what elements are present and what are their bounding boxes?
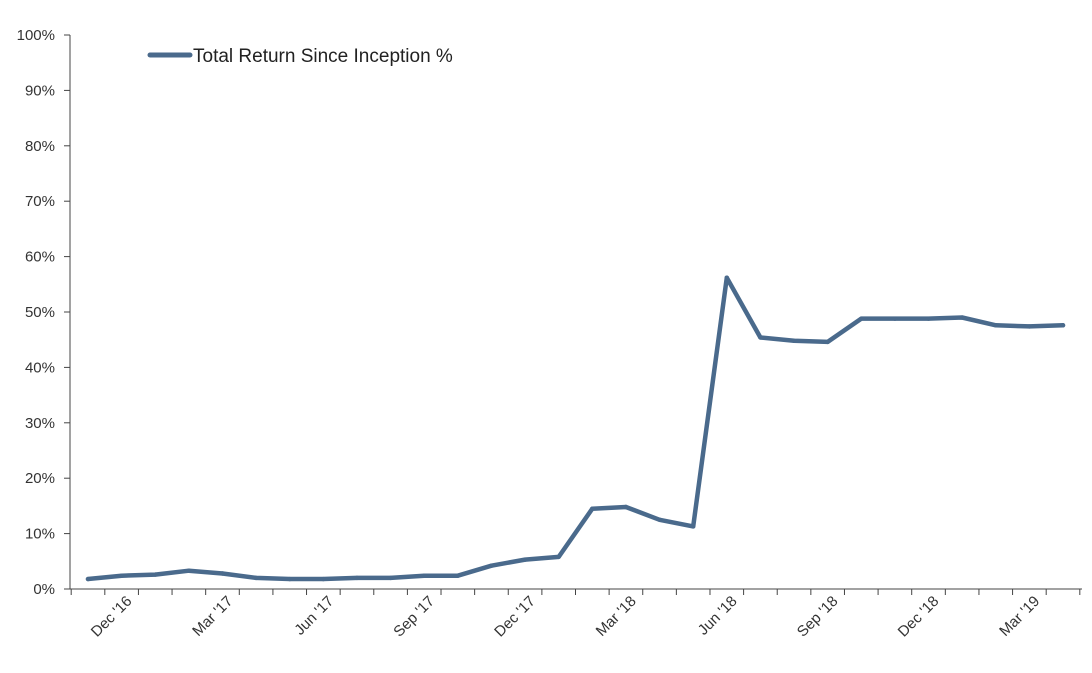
data-point <box>455 573 461 578</box>
data-point <box>993 323 998 328</box>
y-tick-label: 60% <box>25 249 55 266</box>
data-point <box>388 575 393 581</box>
data-point <box>758 335 763 340</box>
data-point <box>825 339 830 345</box>
data-point <box>153 572 158 577</box>
data-point <box>186 568 192 573</box>
x-tick-label: Mar '19 <box>996 593 1043 640</box>
data-point <box>859 316 864 321</box>
data-point <box>119 573 124 578</box>
data-point <box>590 506 595 511</box>
x-tick-label: Dec '17 <box>491 593 539 641</box>
data-point <box>1027 324 1032 329</box>
data-point <box>253 575 259 581</box>
data-point <box>489 563 494 568</box>
x-tick-label: Sep '18 <box>794 593 842 641</box>
data-point <box>926 316 931 321</box>
y-tick-label: 40% <box>25 359 55 376</box>
data-point <box>321 576 326 582</box>
series-layer <box>85 275 1066 582</box>
data-point <box>892 316 898 321</box>
y-tick-label: 80% <box>25 138 55 155</box>
data-point <box>287 576 292 582</box>
data-point <box>1060 323 1066 328</box>
axes: 0% 10% 20% 30% 40% 50% 60% 70% 80% 90% 100% Dec '16… <box>17 27 1082 640</box>
data-point <box>690 524 696 529</box>
legend: Total Return Since Inception % <box>147 46 453 67</box>
data-point <box>522 557 528 562</box>
y-tick-label: 100% <box>17 27 55 44</box>
y-tick-label: 90% <box>25 82 55 99</box>
data-point <box>85 576 91 582</box>
data-point <box>791 338 797 344</box>
data-point <box>657 517 662 522</box>
data-point <box>354 575 360 581</box>
data-point <box>422 573 427 578</box>
legend-label: Total Return Since Inception % <box>193 46 453 67</box>
data-point <box>724 275 729 280</box>
data-point <box>623 504 629 510</box>
x-tick-label: Mar '17 <box>189 593 236 640</box>
y-tick-label: 70% <box>25 193 55 210</box>
x-tick-label: Jun '18 <box>695 593 741 639</box>
data-point <box>220 571 225 576</box>
x-tick-label: Sep '17 <box>390 593 438 641</box>
data-point <box>959 315 965 320</box>
y-tick-label: 50% <box>25 304 55 321</box>
data-point <box>556 554 561 560</box>
x-tick-label: Jun '17 <box>291 593 337 639</box>
series-line <box>85 275 1066 582</box>
y-tick-label: 0% <box>33 581 55 598</box>
y-tick-label: 30% <box>25 415 55 432</box>
x-tick-label: Mar '18 <box>593 593 640 640</box>
y-tick-label: 10% <box>25 526 55 543</box>
x-tick-label: Dec '18 <box>895 593 943 641</box>
x-tick-label: Dec '16 <box>88 593 136 641</box>
y-tick-label: 20% <box>25 470 55 487</box>
